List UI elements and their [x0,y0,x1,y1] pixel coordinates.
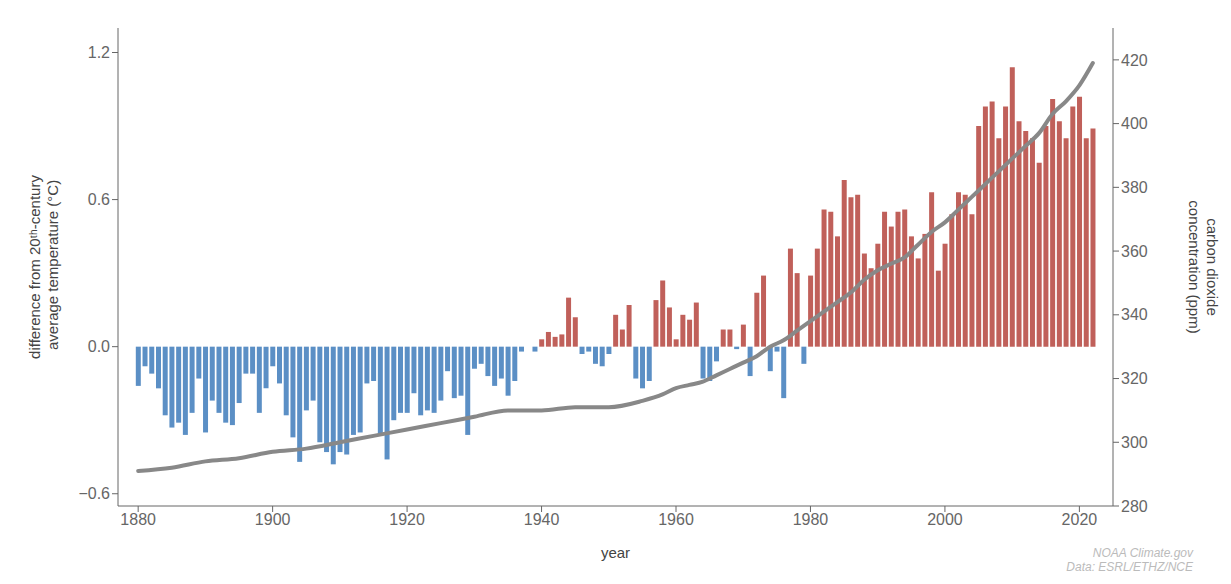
svg-text:360: 360 [1121,243,1148,260]
svg-text:340: 340 [1121,306,1148,323]
svg-text:1940: 1940 [524,511,560,528]
svg-text:2000: 2000 [927,511,963,528]
svg-text:300: 300 [1121,434,1148,451]
html-text:difference from 20ᵗʰ-century a: difference from 20ᵗʰ-century average tem… [26,175,61,359]
svg-text:2020: 2020 [1062,511,1098,528]
svg-text:1960: 1960 [658,511,694,528]
svg-text:−0.6: −0.6 [78,485,110,502]
svg-text:0.6: 0.6 [88,191,110,208]
svg-text:1920: 1920 [389,511,425,528]
svg-text:year: year [601,544,630,561]
svg-text:400: 400 [1121,115,1148,132]
svg-text:1.2: 1.2 [88,44,110,61]
svg-text:1900: 1900 [255,511,291,528]
svg-text:1880: 1880 [120,511,156,528]
svg-text:320: 320 [1121,370,1148,387]
html-text:carbon dioxide concentration (: carbon dioxide concentration (ppm) [1186,200,1221,334]
svg-text:0.0: 0.0 [88,338,110,355]
svg-text:420: 420 [1121,52,1148,69]
html-text:NOAA Climate.gov Data: ESRL/ET: NOAA Climate.gov Data: ESRL/ETHZ/NCE [1066,546,1193,574]
svg-text:380: 380 [1121,179,1148,196]
svg-text:1980: 1980 [793,511,829,528]
svg-text:280: 280 [1121,498,1148,515]
